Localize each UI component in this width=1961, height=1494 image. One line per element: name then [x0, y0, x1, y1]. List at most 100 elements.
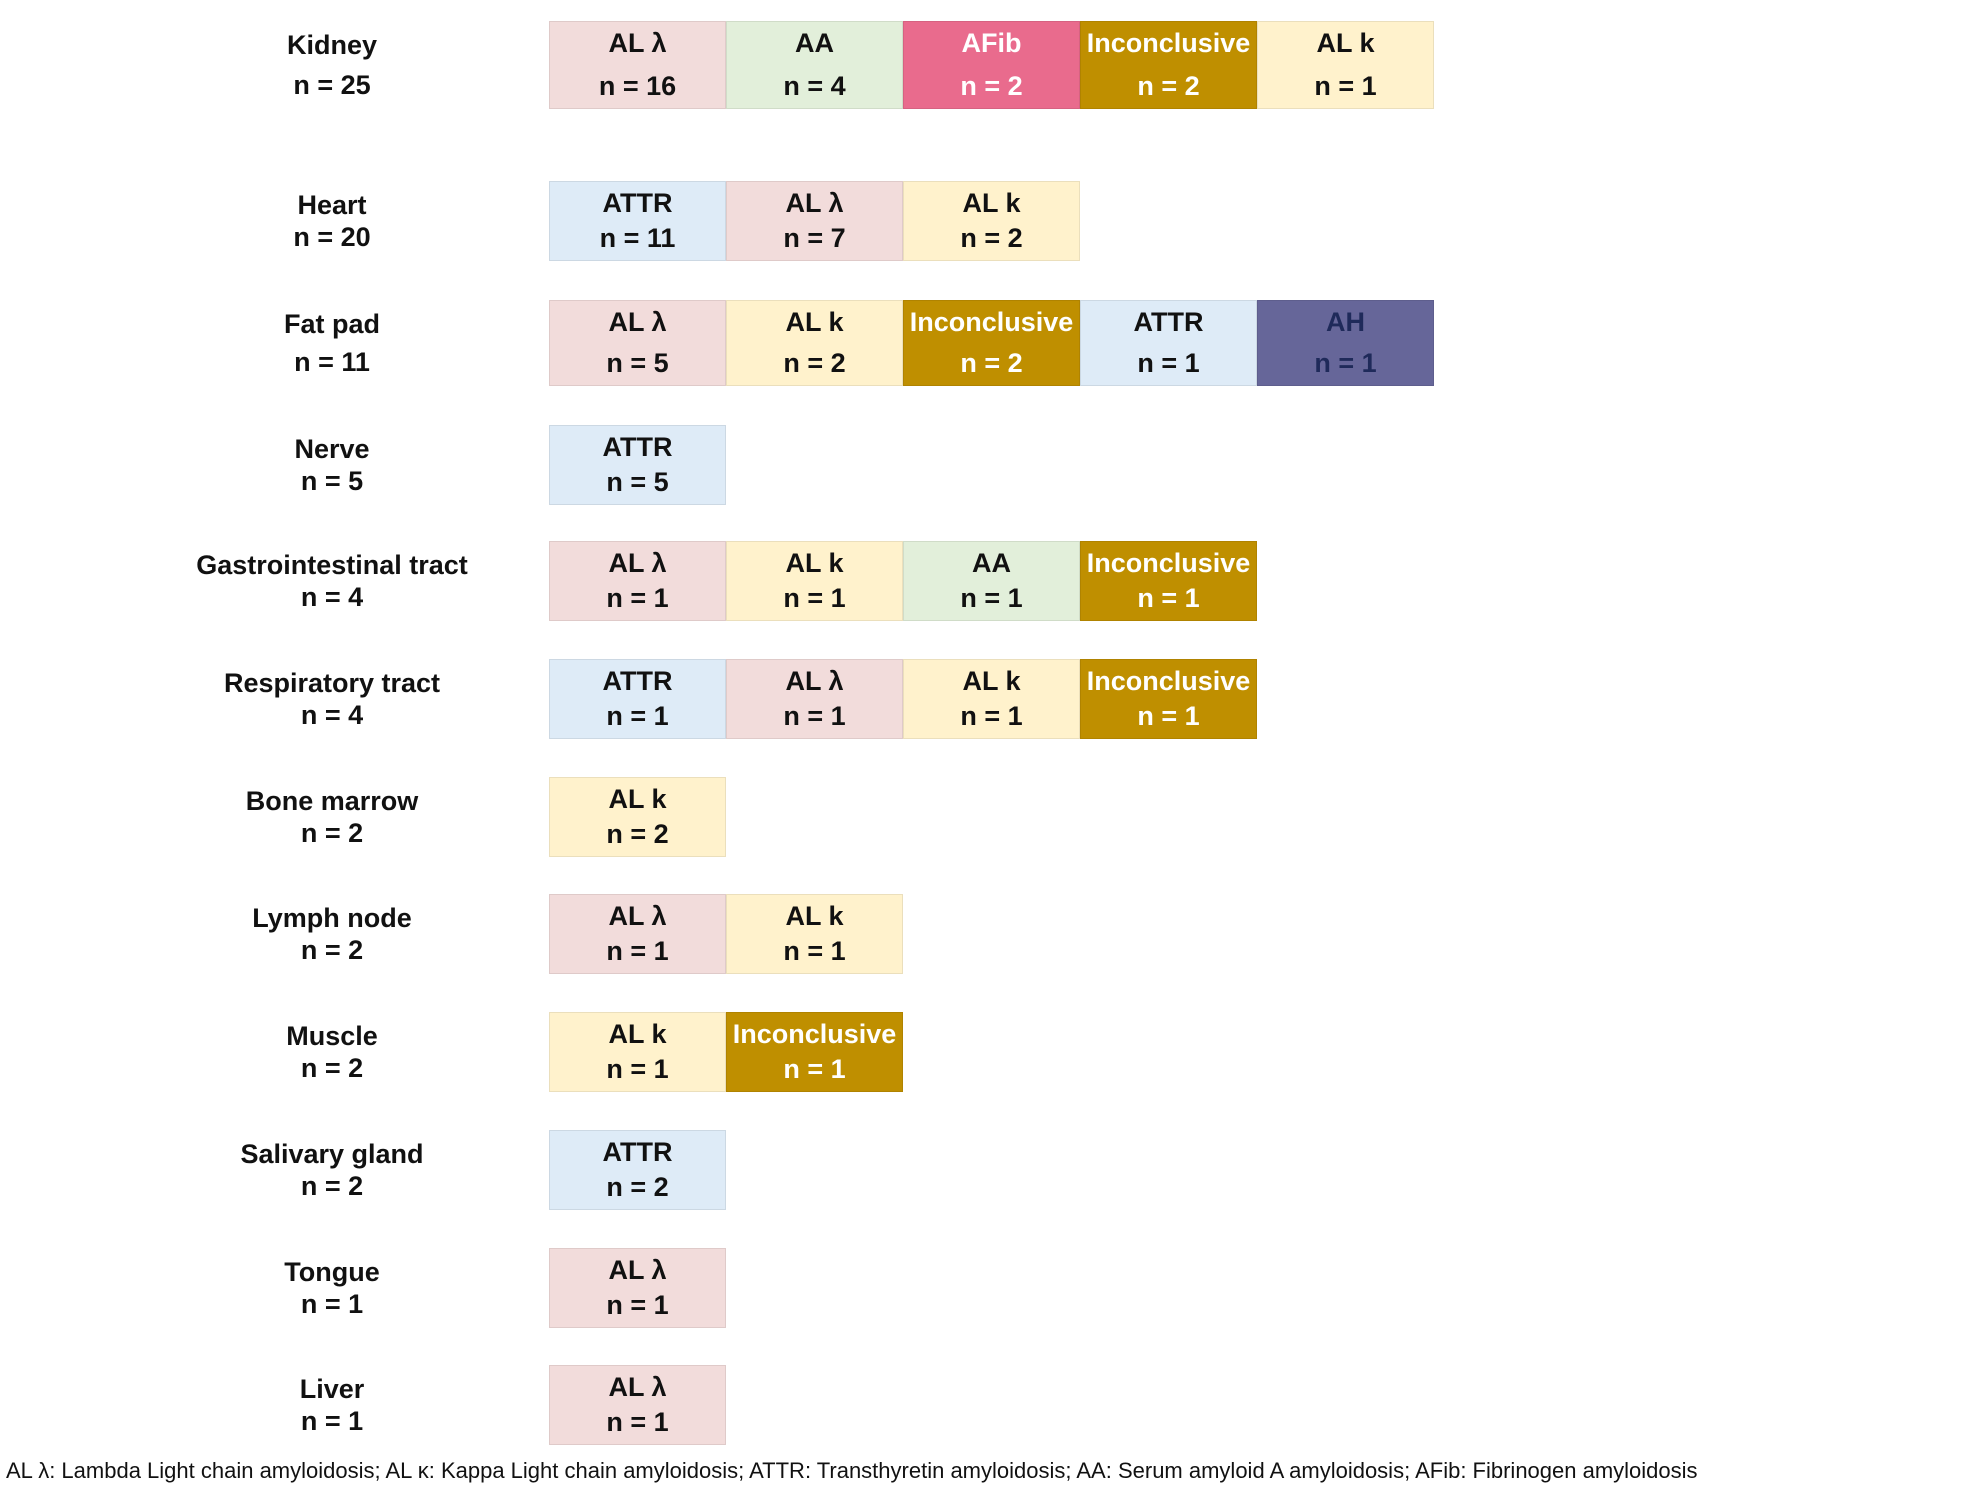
type-box: AL k n = 2: [549, 777, 726, 857]
organ-label: Gastrointestinal tract: [196, 550, 468, 580]
type-box: AL λ n = 1: [549, 1365, 726, 1445]
type-box: AL λ n = 7: [726, 181, 903, 261]
organ-count: n = 20: [293, 222, 371, 252]
type-label: AL λ: [608, 548, 667, 578]
type-count: n = 1: [1314, 348, 1377, 378]
organ-count: n = 1: [300, 1289, 364, 1319]
type-box: Inconclusive n = 2: [1080, 21, 1257, 109]
organ-count: n = 4: [300, 582, 364, 612]
type-count: n = 1: [960, 583, 1023, 613]
type-box: ATTR n = 2: [549, 1130, 726, 1210]
organ-label: Respiratory tract: [223, 668, 441, 698]
type-label: AL k: [962, 666, 1021, 696]
type-box: ATTR n = 5: [549, 425, 726, 505]
type-label: ATTR: [602, 1137, 673, 1167]
organ-count: n = 2: [300, 935, 364, 965]
type-box: AL k n = 1: [549, 1012, 726, 1092]
type-label: AL λ: [785, 188, 844, 218]
type-label: AL k: [785, 901, 844, 931]
type-count: n = 1: [606, 701, 669, 731]
type-label: AL k: [785, 307, 844, 337]
type-box: AL k n = 1: [903, 659, 1080, 739]
type-count: n = 1: [606, 1054, 669, 1084]
type-count: n = 1: [606, 1290, 669, 1320]
type-box: AL k n = 1: [726, 894, 903, 974]
type-count: n = 11: [599, 223, 676, 253]
organ-count: n = 2: [300, 1171, 364, 1201]
type-label: Inconclusive: [909, 307, 1074, 337]
type-count: n = 2: [783, 348, 846, 378]
organ-label: Tongue: [284, 1257, 380, 1287]
organ-label: Nerve: [294, 434, 370, 464]
type-label: AL λ: [608, 1255, 667, 1285]
organ-label: Muscle: [286, 1021, 378, 1051]
type-label: Inconclusive: [732, 1019, 897, 1049]
type-count: n = 1: [1137, 583, 1200, 613]
organ-label: Bone marrow: [245, 786, 419, 816]
type-box: ATTR n = 1: [1080, 300, 1257, 386]
type-box: AL λ n = 1: [549, 541, 726, 621]
type-label: AL λ: [785, 666, 844, 696]
type-label: AL k: [1316, 28, 1375, 58]
type-count: n = 1: [783, 583, 846, 613]
organ-label: Salivary gland: [240, 1139, 424, 1169]
type-count: n = 1: [1314, 71, 1377, 101]
type-count: n = 1: [960, 701, 1023, 731]
type-box: AH n = 1: [1257, 300, 1434, 386]
type-box: AL λ n = 1: [726, 659, 903, 739]
type-label: AL k: [785, 548, 844, 578]
type-count: n = 2: [606, 1172, 669, 1202]
type-count: n = 5: [606, 467, 669, 497]
organ-label: Heart: [297, 190, 367, 220]
type-count: n = 2: [606, 819, 669, 849]
type-label: ATTR: [602, 432, 673, 462]
type-count: n = 1: [606, 583, 669, 613]
type-label: AL k: [962, 188, 1021, 218]
type-label: ATTR: [1133, 307, 1204, 337]
type-label: AL k: [608, 1019, 667, 1049]
organ-label: Fat pad: [283, 309, 380, 339]
type-box: AFib n = 2: [903, 21, 1080, 109]
type-box: Inconclusive n = 2: [903, 300, 1080, 386]
organ-count: n = 11: [294, 347, 370, 377]
organ-label: Lymph node: [252, 903, 412, 933]
organ-count: n = 5: [300, 466, 364, 496]
type-box: AL k n = 2: [726, 300, 903, 386]
organ-count: n = 25: [293, 70, 371, 100]
organ-label: Liver: [299, 1374, 365, 1404]
type-count: n = 16: [598, 71, 677, 101]
type-count: n = 1: [606, 1407, 669, 1437]
type-count: n = 2: [960, 223, 1023, 253]
type-label: Inconclusive: [1086, 28, 1251, 58]
organ-count: n = 2: [300, 1053, 364, 1083]
type-label: AA: [972, 548, 1011, 578]
type-label: Inconclusive: [1086, 666, 1251, 696]
type-box: AL λ n = 1: [549, 894, 726, 974]
organ-count: n = 2: [300, 818, 364, 848]
type-label: AL λ: [608, 1372, 667, 1402]
type-box: Inconclusive n = 1: [1080, 541, 1257, 621]
type-box: ATTR n = 11: [549, 181, 726, 261]
type-label: AH: [1326, 307, 1365, 337]
type-count: n = 5: [606, 348, 669, 378]
type-count: n = 7: [783, 223, 846, 253]
type-count: n = 2: [1137, 71, 1200, 101]
type-box: AL λ n = 1: [549, 1248, 726, 1328]
type-count: n = 4: [783, 71, 846, 101]
type-box: Inconclusive n = 1: [1080, 659, 1257, 739]
type-box: AL k n = 1: [1257, 21, 1434, 109]
type-count: n = 1: [783, 1054, 846, 1084]
footnote: AL λ: Lambda Light chain amyloidosis; AL…: [6, 1458, 1698, 1483]
type-count: n = 1: [783, 701, 846, 731]
type-count: n = 2: [960, 348, 1023, 378]
type-count: n = 1: [1137, 701, 1200, 731]
type-box: ATTR n = 1: [549, 659, 726, 739]
type-count: n = 1: [1137, 348, 1200, 378]
type-count: n = 1: [606, 936, 669, 966]
type-label: ATTR: [602, 666, 673, 696]
type-label: Inconclusive: [1086, 548, 1251, 578]
type-label: AL k: [608, 784, 667, 814]
type-box: AL k n = 2: [903, 181, 1080, 261]
type-label: AFib: [961, 28, 1022, 58]
